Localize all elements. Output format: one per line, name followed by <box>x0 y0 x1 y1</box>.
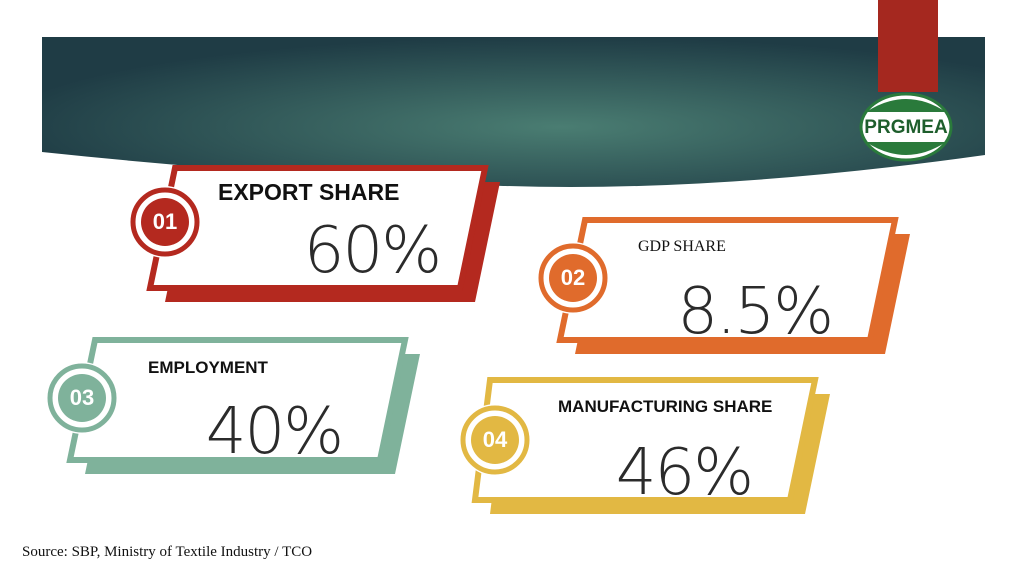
card-number: 04 <box>483 427 508 452</box>
card-value: 46% <box>616 436 752 510</box>
card: 03 EMPLOYMENT 40% <box>46 337 420 474</box>
card-value: 60% <box>304 214 440 288</box>
banner <box>42 37 985 187</box>
card: 02 GDP SHARE 8.5% <box>537 217 910 354</box>
card-number: 02 <box>561 265 585 290</box>
card-label: MANUFACTURING SHARE <box>558 397 772 416</box>
ribbon <box>878 0 938 92</box>
card-label: EMPLOYMENT <box>148 358 269 377</box>
card-number: 01 <box>153 209 177 234</box>
card-value: 8.5% <box>677 275 832 349</box>
card-value: 40% <box>206 395 342 469</box>
source-note: Source: SBP, Ministry of Textile Industr… <box>22 544 312 560</box>
card-label: GDP SHARE <box>638 238 726 255</box>
card-label: EXPORT SHARE <box>218 179 399 205</box>
card: 01 EXPORT SHARE 60% <box>129 165 500 302</box>
card: 04 MANUFACTURING SHARE 46% <box>459 377 830 514</box>
logo: PRGMEA <box>859 92 953 162</box>
logo-text: PRGMEA <box>864 117 948 138</box>
card-number: 03 <box>70 385 94 410</box>
